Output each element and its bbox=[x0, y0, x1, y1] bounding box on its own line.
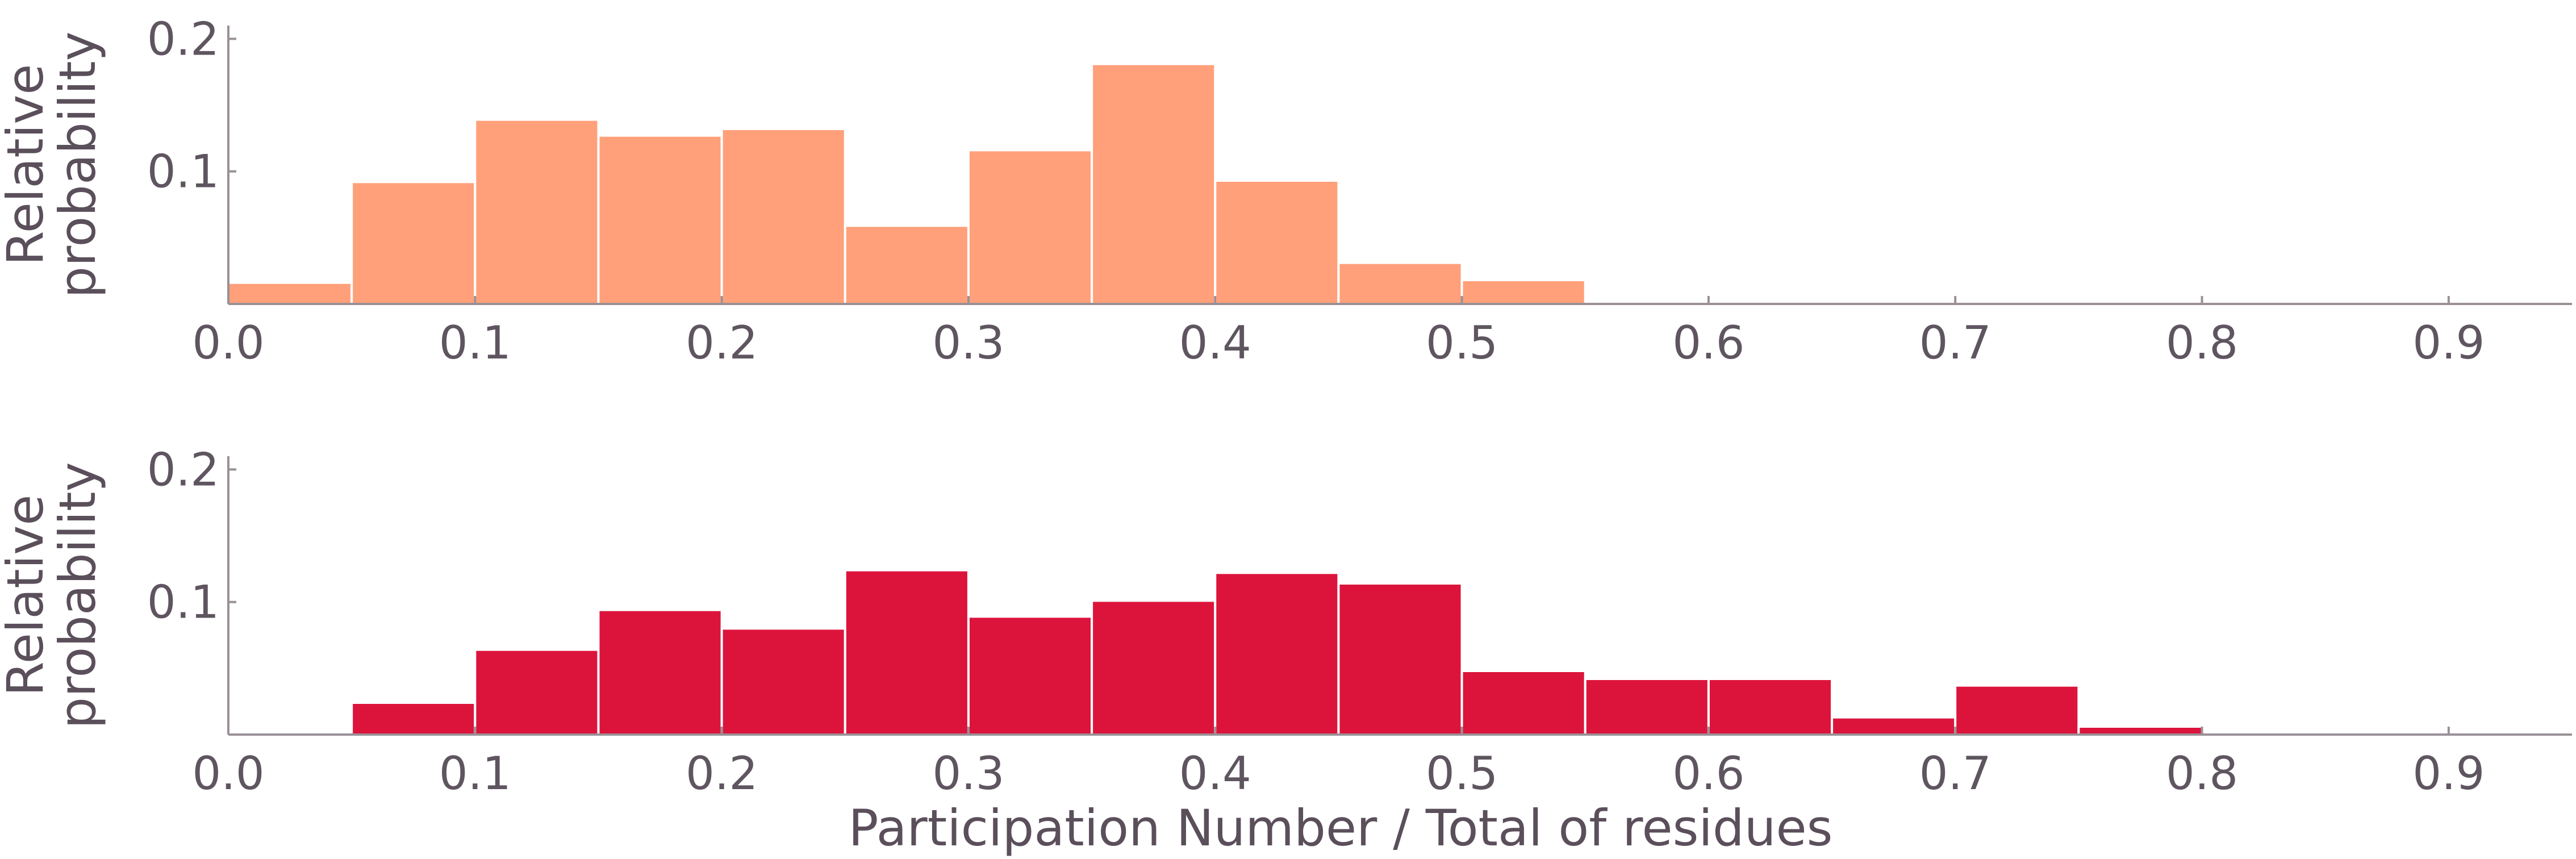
histogram-bar bbox=[1707, 678, 1834, 736]
histogram-bar bbox=[720, 128, 846, 305]
histogram-bar bbox=[1460, 670, 1586, 736]
x-tick-label: 0.1 bbox=[439, 747, 511, 800]
histogram-bar bbox=[1214, 180, 1340, 305]
x-tick-label: 0.1 bbox=[439, 316, 511, 369]
y-axis-label: Relativeprobability bbox=[0, 462, 107, 729]
x-tick-label: 0.8 bbox=[2166, 747, 2238, 800]
histogram-bar bbox=[1954, 684, 2080, 736]
y-tick-label: 0.1 bbox=[147, 145, 219, 198]
y-axis-label: Relativeprobability bbox=[0, 31, 107, 298]
histogram-bar bbox=[597, 608, 723, 736]
histogram-bar bbox=[844, 224, 970, 306]
x-tick-label: 0.0 bbox=[192, 316, 264, 369]
histogram-bar bbox=[1337, 261, 1463, 305]
x-tick-label: 0.5 bbox=[1426, 316, 1498, 369]
histogram-bar bbox=[2077, 725, 2203, 736]
y-tick-label: 0.1 bbox=[147, 576, 219, 629]
histogram-bar bbox=[1091, 599, 1217, 736]
histogram-bar bbox=[967, 149, 1093, 305]
x-tick-label: 0.8 bbox=[2166, 316, 2238, 369]
x-tick-label: 0.3 bbox=[932, 316, 1004, 369]
histogram-bar bbox=[1337, 582, 1463, 736]
y-tick-label: 0.2 bbox=[147, 12, 219, 65]
histogram-bar bbox=[597, 134, 723, 306]
histogram-bar bbox=[350, 181, 477, 306]
histogram-bar bbox=[967, 615, 1093, 736]
x-tick-label: 0.0 bbox=[192, 747, 264, 800]
y-tick-label: 0.2 bbox=[147, 443, 219, 496]
x-tick-label: 0.3 bbox=[932, 747, 1004, 800]
histogram-bar bbox=[474, 648, 600, 736]
x-tick-label: 0.2 bbox=[686, 316, 758, 369]
histogram-bar bbox=[474, 118, 600, 306]
x-tick-label: 0.9 bbox=[2412, 747, 2485, 800]
x-tick-label: 0.5 bbox=[1426, 747, 1498, 800]
x-tick-label: 0.2 bbox=[686, 747, 758, 800]
histogram-bar bbox=[1831, 716, 1957, 736]
x-tick-label: 0.6 bbox=[1672, 316, 1744, 369]
histogram-bar bbox=[844, 569, 970, 736]
histogram-bar bbox=[350, 702, 477, 736]
x-tick-label: 0.7 bbox=[1919, 747, 1992, 800]
x-tick-label: 0.4 bbox=[1179, 316, 1251, 369]
histogram-bar bbox=[1091, 62, 1217, 306]
histogram-bar bbox=[1584, 678, 1710, 736]
x-tick-label: 0.9 bbox=[2412, 316, 2485, 369]
histogram-bar bbox=[1214, 572, 1340, 736]
histogram-bar bbox=[1460, 279, 1586, 305]
x-tick-label: 0.4 bbox=[1179, 747, 1251, 800]
histogram-bar bbox=[720, 627, 846, 736]
x-tick-label: 0.6 bbox=[1672, 747, 1744, 800]
histogram-bar bbox=[227, 281, 353, 305]
x-tick-label: 0.7 bbox=[1919, 316, 1992, 369]
x-axis-label: Participation Number / Total of residues bbox=[848, 799, 1832, 857]
bottom-histogram-panel: 0.0 0.1 0.2 0.3 0.4 0.5 0.6 0.7 0.8 0.9 0.1 0.2 Rela… bbox=[0, 443, 2572, 857]
top-histogram-panel: 0.0 0.1 0.2 0.3 0.4 0.5 0.6 0.7 0.8 0.9 0.1 0.2 Rela… bbox=[0, 12, 2572, 369]
